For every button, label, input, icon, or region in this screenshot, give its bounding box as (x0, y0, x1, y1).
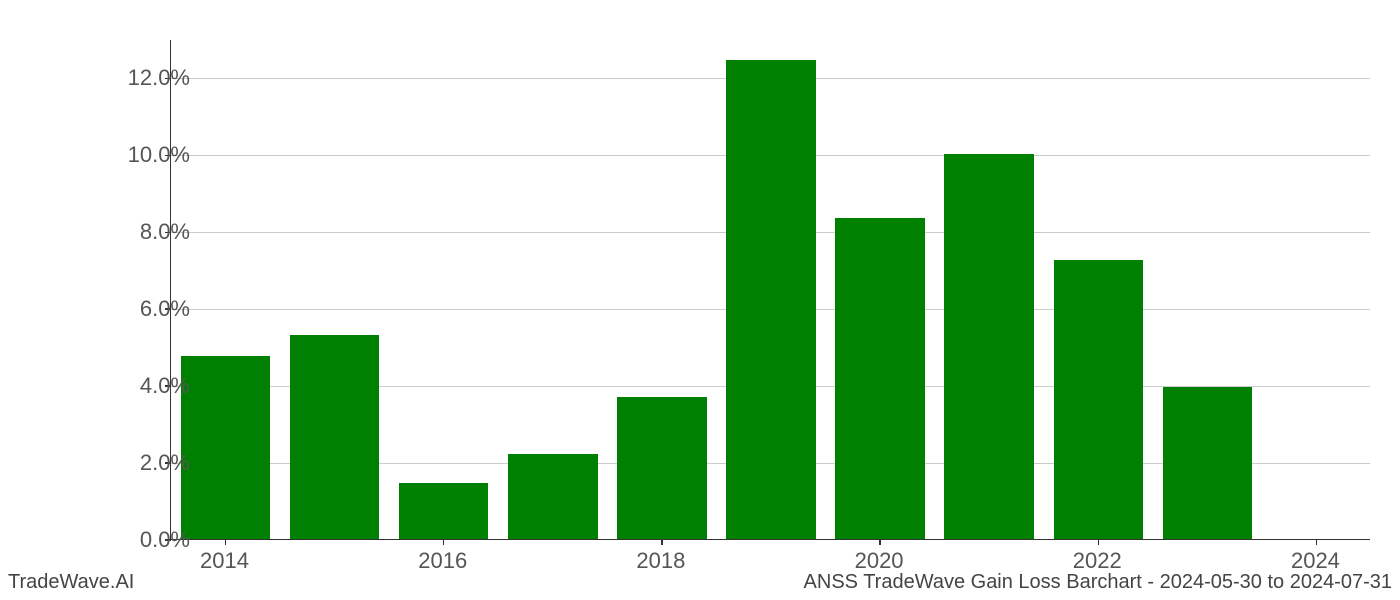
y-axis-label: 0.0% (90, 527, 190, 553)
x-axis-label: 2016 (418, 548, 467, 574)
bar (1054, 260, 1143, 539)
bar (1163, 387, 1252, 539)
bar (835, 218, 924, 539)
x-tick-mark (879, 539, 881, 545)
y-axis-label: 12.0% (90, 65, 190, 91)
bar (508, 454, 597, 539)
y-axis-label: 2.0% (90, 450, 190, 476)
bar (181, 356, 270, 539)
bar (726, 60, 815, 539)
bar (399, 483, 488, 539)
x-tick-mark (661, 539, 663, 545)
plot-area (170, 40, 1370, 540)
y-axis-label: 6.0% (90, 296, 190, 322)
bar (944, 154, 1033, 539)
x-tick-mark (225, 539, 227, 545)
y-axis-label: 8.0% (90, 219, 190, 245)
footer-brand: TradeWave.AI (8, 571, 134, 594)
bar (617, 397, 706, 539)
bar (290, 335, 379, 539)
y-axis-label: 4.0% (90, 373, 190, 399)
x-axis-label: 2014 (200, 548, 249, 574)
footer-caption: ANSS TradeWave Gain Loss Barchart - 2024… (804, 571, 1392, 594)
y-axis-label: 10.0% (90, 142, 190, 168)
bar-chart (170, 40, 1370, 540)
x-axis-label: 2018 (636, 548, 685, 574)
x-tick-mark (443, 539, 445, 545)
x-tick-mark (1098, 539, 1100, 545)
x-tick-mark (1316, 539, 1318, 545)
